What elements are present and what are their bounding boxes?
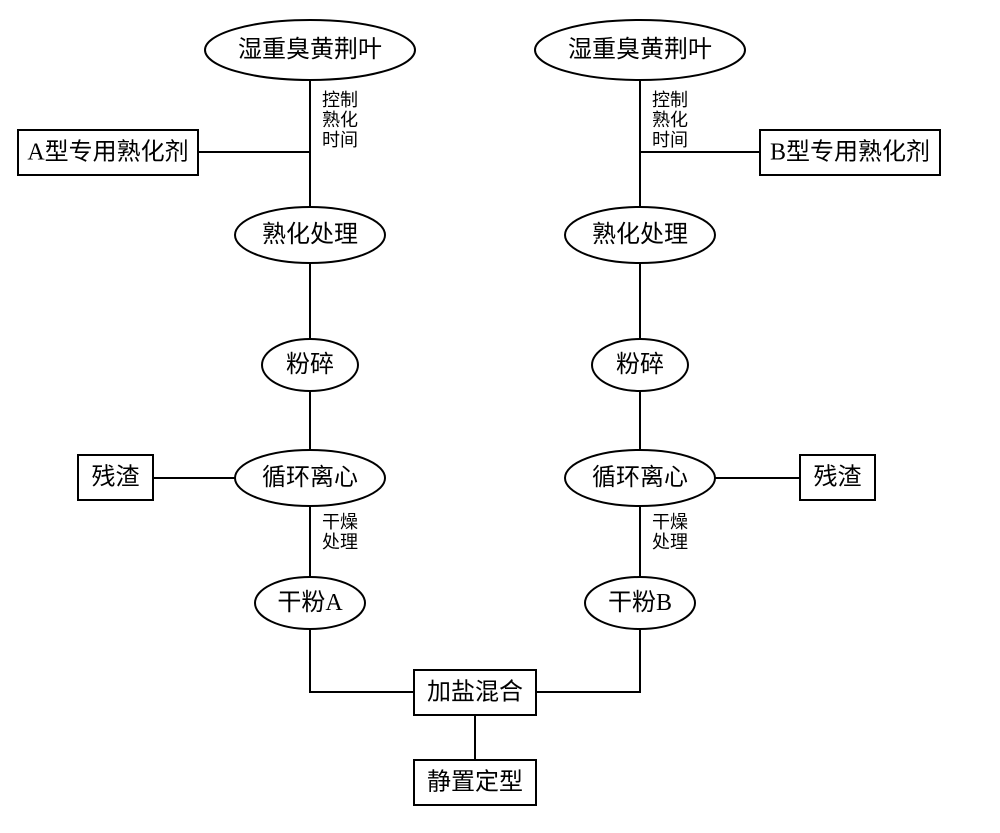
node-label-right_grind: 粉碎 (616, 351, 664, 378)
node-label-left_centrif: 循环离心 (262, 464, 358, 491)
edge (310, 629, 414, 692)
edge-label: 控制 (322, 90, 358, 110)
edge-label: 干燥 (652, 512, 688, 532)
edge-label: 时间 (652, 130, 688, 150)
node-label-left_agent: A型专用熟化剂 (27, 139, 188, 166)
edge-label: 处理 (322, 532, 358, 552)
node-label-right_residue: 残渣 (814, 464, 862, 491)
edge-label: 处理 (652, 532, 688, 552)
node-label-set: 静置定型 (427, 769, 523, 796)
node-label-mix: 加盐混合 (427, 679, 523, 706)
edge (536, 629, 640, 692)
node-label-left_powder: 干粉A (277, 589, 343, 616)
node-label-left_grind: 粉碎 (286, 351, 334, 378)
node-label-left_top: 湿重臭黄荆叶 (238, 36, 382, 63)
node-label-right_top: 湿重臭黄荆叶 (568, 36, 712, 63)
node-label-left_residue: 残渣 (92, 464, 140, 491)
node-label-right_centrif: 循环离心 (592, 464, 688, 491)
node-label-right_powder: 干粉B (608, 589, 672, 616)
node-label-right_agent: B型专用熟化剂 (770, 139, 930, 166)
node-label-right_cure: 熟化处理 (592, 221, 688, 248)
edge-label: 干燥 (322, 512, 358, 532)
node-label-left_cure: 熟化处理 (262, 221, 358, 248)
edge-label: 时间 (322, 130, 358, 150)
edge-label: 熟化 (322, 110, 358, 130)
flowchart-canvas: 控制熟化时间干燥处理控制熟化时间干燥处理湿重臭黄荆叶A型专用熟化剂熟化处理粉碎循… (0, 0, 1000, 833)
edge-label: 熟化 (652, 110, 688, 130)
edge-label: 控制 (652, 90, 688, 110)
